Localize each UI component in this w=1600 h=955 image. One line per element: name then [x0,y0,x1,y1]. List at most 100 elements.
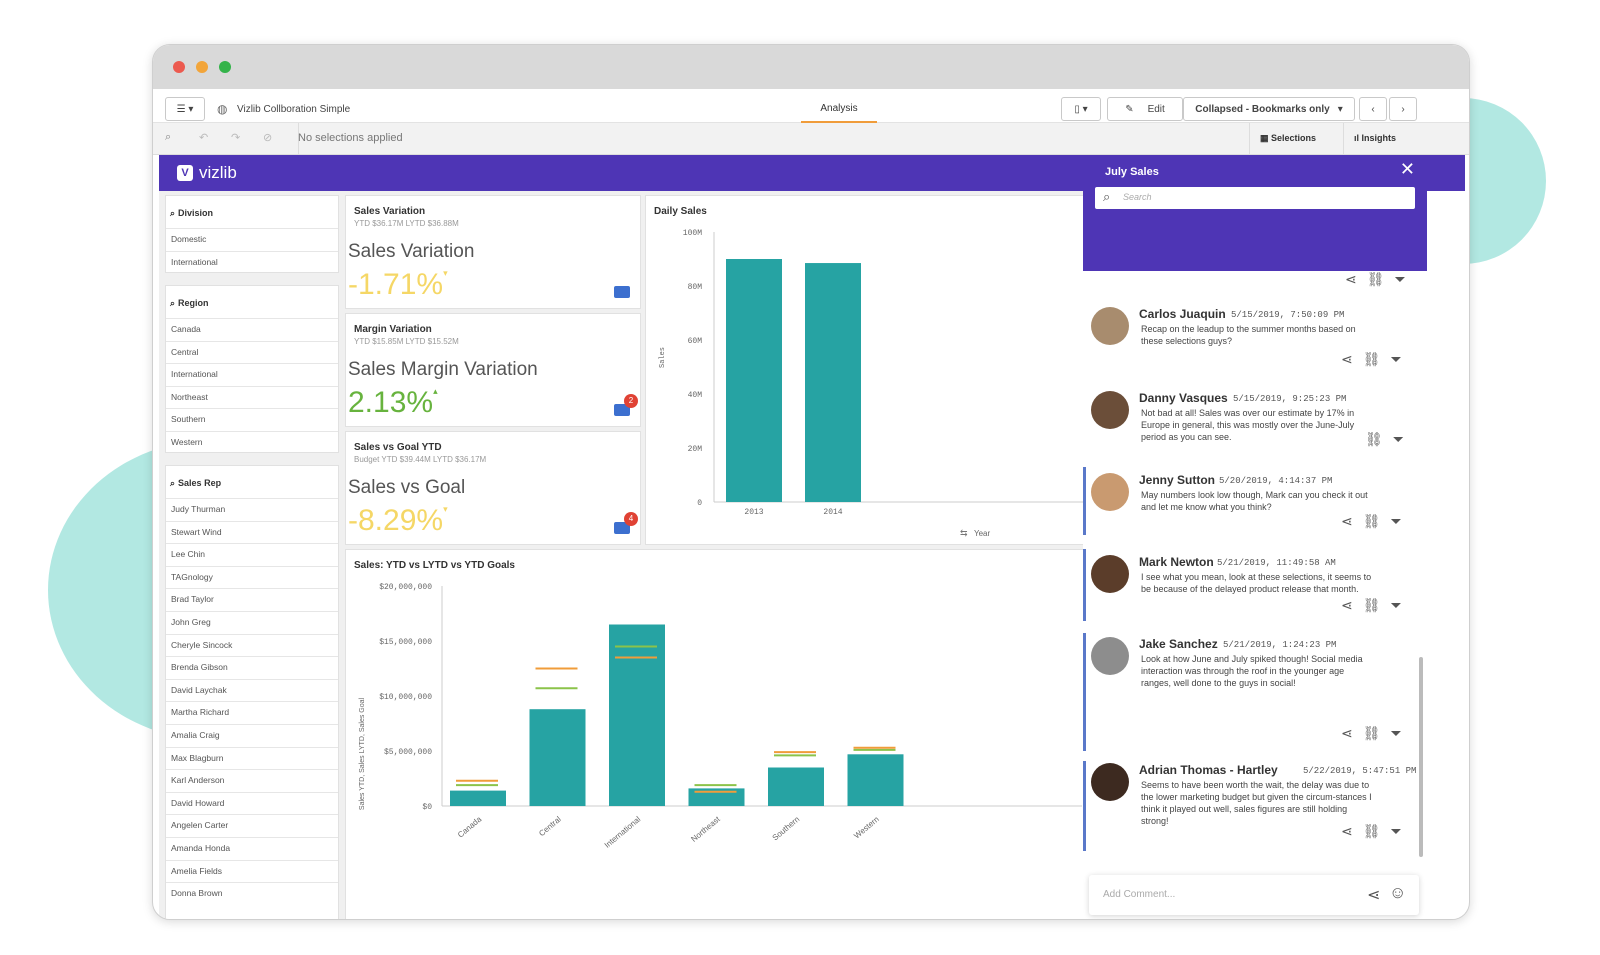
emoji-icon[interactable]: ☺ [1389,883,1407,902]
list-item[interactable]: TAGnology [166,565,338,589]
list-item[interactable]: Stewart Wind [166,520,338,544]
comment-icon[interactable] [614,286,630,298]
browser-window: ☰ ▾ ◍ Vizlib Collboration Simple Analysi… [152,44,1470,920]
list-item[interactable]: Brad Taylor [166,588,338,611]
bar [529,709,586,806]
smart-search-icon[interactable]: ⌕ [165,131,172,143]
scrollbar[interactable] [1419,657,1423,857]
filter-apply-icon[interactable]: ⏷ [1392,431,1404,447]
ytd-goals-chart[interactable]: Sales: YTD vs LYTD vs YTD Goals Sales YT… [345,549,1089,919]
share-icon[interactable]: ⋖ [1341,725,1353,741]
close-dot[interactable] [173,61,185,73]
filter-apply-icon[interactable]: ⏷ [1390,597,1402,613]
list-item[interactable]: Cheryle Sincock [166,633,338,657]
link-icon[interactable]: ⛓ [1362,823,1381,839]
kpi-title: Margin Variation [354,324,432,335]
menu-button[interactable]: ☰ ▾ [165,97,205,121]
insights-button[interactable]: ıl Insights [1343,123,1423,155]
list-item[interactable]: Southern [166,408,338,431]
list-item[interactable]: Northeast [166,385,338,409]
link-icon[interactable]: ⛓ [1366,271,1385,287]
comment-input[interactable]: Add Comment... ⋖ ☺ [1089,875,1419,915]
daily-sales-plot: Sales Year ⇆ 100M 80M 60M 40M 20M 0 2013 2014 [659,229,1086,538]
link-icon[interactable]: ⛓ [1362,597,1381,613]
list-item[interactable]: David Laychak [166,678,338,702]
filter-apply-icon[interactable]: ⏷ [1390,351,1402,367]
filter-apply-icon[interactable]: ⏷ [1390,513,1402,529]
edit-label: Edit [1147,103,1165,115]
comment-icon[interactable] [614,404,630,416]
filter-apply-icon[interactable]: ⏷ [1390,823,1402,839]
kpi-sales-variation[interactable]: Sales Variation YTD $36.17M LYTD $36.88M… [345,195,641,309]
kpi-value: 2.13% [348,386,434,419]
filter-header: ⌕ Sales Rep [166,466,338,498]
edit-button[interactable]: ✎ Edit [1107,97,1183,121]
share-icon[interactable]: ⋖ [1341,823,1353,839]
step-forward-icon[interactable]: ↷ [231,132,241,144]
list-item[interactable]: Amelia Fields [166,859,338,883]
comment-timestamp: 5/20/2019, 4:14:37 PM [1219,476,1333,486]
clear-selections-icon[interactable]: ⊘ [263,132,273,144]
x-tick-label: Central [537,814,563,838]
daily-sales-chart[interactable]: Daily Sales Sales Year ⇆ 100M 80M 60M 40M 20… [645,195,1089,545]
kpi-sales-vs-goal[interactable]: Sales vs Goal YTD Budget YTD $39.44M LYT… [345,431,641,545]
y-tick-label: $15,000,000 [379,638,432,647]
next-sheet-button[interactable]: › [1389,97,1417,121]
list-item[interactable]: Karl Anderson [166,769,338,792]
share-icon[interactable]: ⋖ [1341,513,1353,529]
list-item[interactable]: Martha Richard [166,701,338,724]
filter-region[interactable]: ⌕ Region Canada Central International Nor… [165,285,339,453]
filter-sales-rep[interactable]: ⌕ Sales Rep Judy Thurman Stewart Wind Lee… [165,465,339,919]
comment-placeholder: Add Comment... [1103,889,1176,900]
filter-apply-icon[interactable]: ⏷ [1390,725,1402,741]
share-icon[interactable]: ⋖ [1341,597,1353,613]
link-icon[interactable]: ⛓ [1362,513,1381,529]
comment-count-badge: 4 [624,512,638,526]
list-item[interactable]: Judy Thurman [166,498,338,521]
list-item[interactable]: John Greg [166,610,338,634]
list-item[interactable]: International [166,250,338,274]
search-input[interactable]: ⌕ Search [1095,187,1415,209]
list-item[interactable]: Canada [166,318,338,341]
share-icon[interactable]: ⋖ [1367,887,1381,904]
comment-text: Seems to have been worth the wait, the d… [1141,780,1372,826]
kpi-margin-variation[interactable]: Margin Variation YTD $15.85M LYTD $15.52… [345,313,641,427]
filter-division[interactable]: ⌕ Division Domestic International [165,195,339,273]
list-item[interactable]: Domestic [166,228,338,251]
prev-sheet-button[interactable]: ‹ [1359,97,1387,121]
list-item[interactable]: Lee Chin [166,543,338,566]
y-axis-label: Sales YTD, Sales LYTD, Sales Goal [359,697,366,810]
comment-icon[interactable] [614,522,630,534]
link-icon[interactable]: ⛓ [1365,431,1383,447]
list-item[interactable]: Western [166,430,338,454]
kpi-title: Sales vs Goal YTD [354,442,442,453]
share-icon[interactable]: ⋖ [1345,271,1357,287]
insights-label: Insights [1361,133,1397,143]
step-back-icon[interactable]: ↶ [199,132,209,144]
list-item[interactable]: Amalia Craig [166,723,338,747]
x-tick-label: 2014 [823,508,842,517]
link-icon[interactable]: ⛓ [1362,725,1381,741]
minimize-dot[interactable] [196,61,208,73]
list-item[interactable]: Max Blagburn [166,746,338,770]
list-item[interactable]: Angelen Carter [166,814,338,837]
filter-apply-icon[interactable]: ⏷ [1394,271,1406,287]
comment-text: Look at how June and July spiked though!… [1141,654,1363,688]
list-item[interactable]: David Howard [166,791,338,815]
list-item[interactable]: Brenda Gibson [166,656,338,679]
tab-analysis[interactable]: Analysis [801,97,877,123]
link-icon[interactable]: ⛓ [1362,351,1381,367]
selections-button[interactable]: ▦ Selections [1249,123,1341,155]
list-item[interactable]: International [166,363,338,386]
maximize-dot[interactable] [219,61,231,73]
bookmarks-dropdown[interactable]: Collapsed - Bookmarks only ▾ [1183,97,1355,121]
close-icon[interactable]: ✕ [1399,159,1415,179]
y-tick-label: 40M [688,391,703,400]
bookmark-button[interactable]: ▯ ▾ [1061,97,1101,121]
comment-timestamp: 5/21/2019, 1:24:23 PM [1223,640,1337,650]
list-item[interactable]: Amanda Honda [166,836,338,860]
list-item[interactable]: Donna Brown [166,882,338,905]
list-item[interactable]: Central [166,340,338,364]
y-tick-label: $10,000,000 [379,693,432,702]
share-icon[interactable]: ⋖ [1341,351,1353,367]
